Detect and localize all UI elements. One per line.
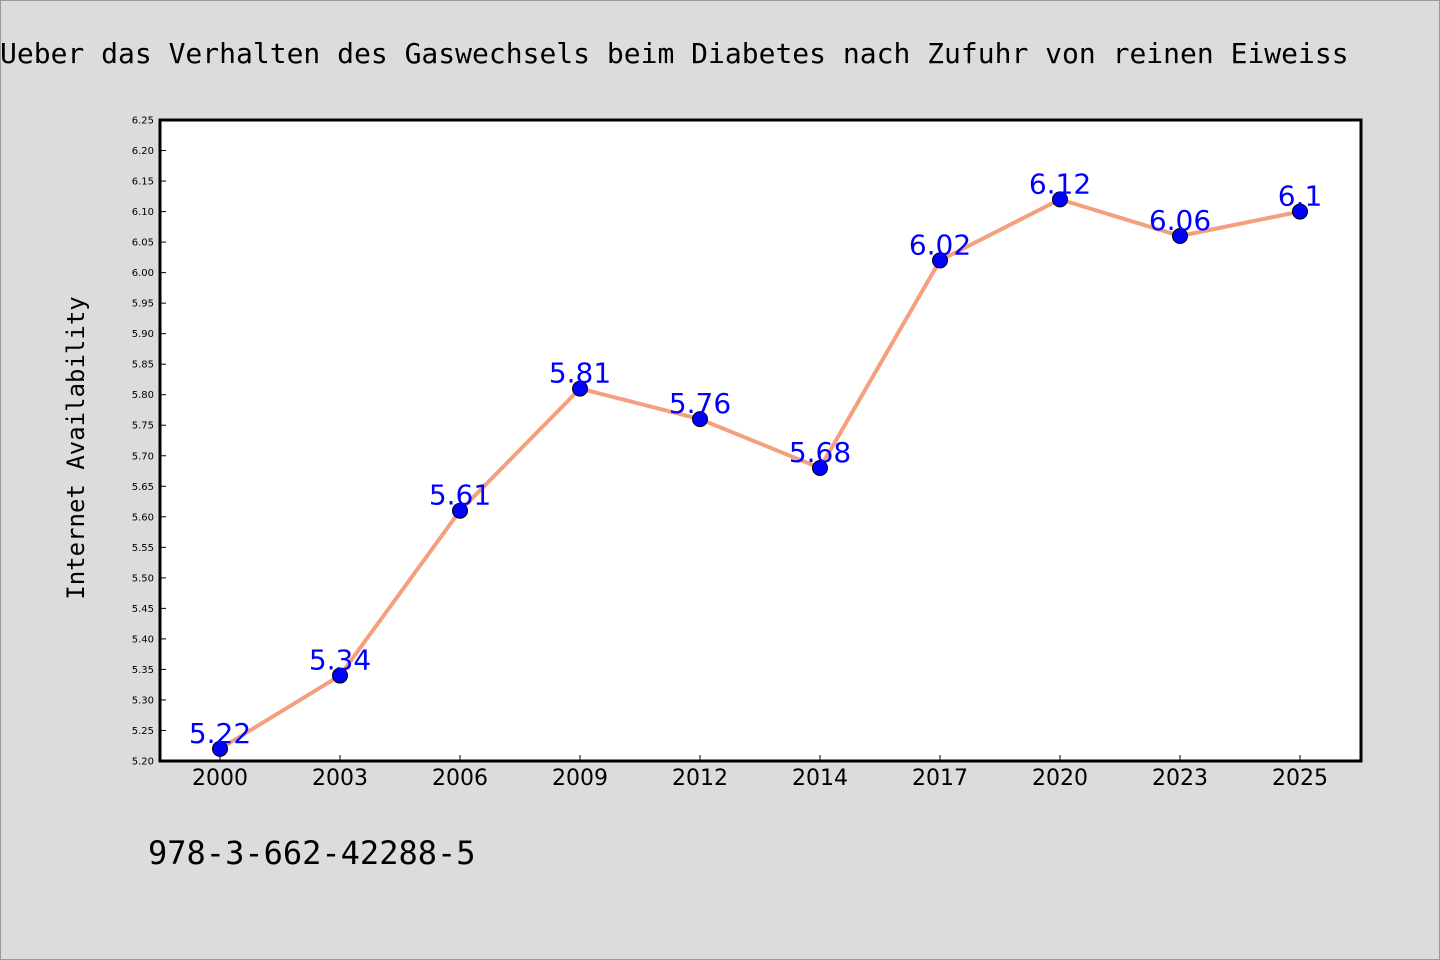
x-tick-label: 2009 — [552, 766, 608, 791]
data-label: 5.22 — [189, 717, 251, 750]
series — [212, 191, 1308, 757]
y-tick-label: 6.15 — [132, 177, 154, 188]
y-tick-label: 5.30 — [132, 695, 154, 706]
x-tick-label: 2006 — [432, 766, 488, 791]
y-tick-label: 5.40 — [132, 634, 154, 645]
chart-title: Ueber das Verhalten des Gaswechsels beim… — [0, 37, 1349, 70]
y-tick-label: 5.45 — [132, 604, 154, 615]
y-tick-label: 6.20 — [132, 146, 154, 157]
y-tick-label: 5.20 — [132, 757, 154, 768]
y-tick-label: 5.65 — [132, 482, 154, 493]
y-tick-label: 5.75 — [132, 421, 154, 432]
y-tick-label: 6.05 — [132, 238, 154, 249]
data-labels: 5.22 5.34 5.61 5.81 5.76 5.68 6.02 6.12 6.06 6.1 — [189, 167, 1322, 749]
data-label: 5.61 — [429, 479, 491, 512]
x-tick-label: 2020 — [1032, 766, 1088, 791]
data-point — [212, 740, 228, 757]
data-label: 6.06 — [1149, 204, 1211, 237]
data-point — [1052, 191, 1068, 208]
y-tick-label: 6.25 — [132, 116, 154, 127]
x-tick-label: 2014 — [792, 766, 848, 791]
data-point — [332, 667, 348, 684]
data-label: 5.76 — [669, 387, 731, 420]
y-tick-label: 5.50 — [132, 573, 154, 584]
isbn-code: 978-3-662-42288-5 — [148, 834, 476, 872]
x-tick-label: 2000 — [192, 766, 248, 791]
data-label: 5.81 — [549, 357, 611, 390]
y-tick-label: 5.35 — [132, 665, 154, 676]
data-point — [1172, 227, 1188, 244]
y-tick-label: 5.90 — [132, 329, 154, 340]
x-tick-label: 2017 — [912, 766, 968, 791]
data-point — [692, 411, 708, 428]
data-point — [1292, 203, 1308, 220]
data-point — [452, 502, 468, 519]
series-line — [218, 197, 1301, 751]
data-point — [812, 459, 828, 476]
y-axis-label: Internet Availability — [62, 296, 90, 599]
x-tick-label: 2023 — [1152, 766, 1208, 791]
y-tick-label: 6.00 — [132, 268, 154, 279]
plot-area — [158, 118, 1363, 763]
x-tick-label: 2003 — [312, 766, 368, 791]
data-label: 5.68 — [789, 436, 851, 469]
data-label: 6.12 — [1029, 167, 1091, 200]
y-tick-label: 5.95 — [132, 299, 154, 310]
y-tick-label: 5.60 — [132, 512, 154, 523]
y-tick-label: 5.80 — [132, 390, 154, 401]
y-tick-label: 5.55 — [132, 543, 154, 554]
data-point — [932, 252, 948, 269]
x-tick-label: 2012 — [672, 766, 728, 791]
y-tick-label: 5.70 — [132, 451, 154, 462]
y-axis: 5.20 5.25 5.30 5.35 5.40 5.45 5.50 5.55 5.60 5.65… — [132, 116, 166, 768]
y-tick-label: 6.10 — [132, 207, 154, 218]
x-axis: 2000 2003 2006 2009 2012 2014 2017 2020 2023 2025 — [192, 755, 1328, 791]
y-tick-label: 5.85 — [132, 360, 154, 371]
x-tick-label: 2025 — [1272, 766, 1328, 791]
data-label: 5.34 — [309, 644, 371, 677]
data-label: 6.1 — [1278, 180, 1323, 213]
data-point — [572, 380, 588, 397]
y-tick-label: 5.25 — [132, 726, 154, 737]
data-label: 6.02 — [909, 228, 971, 261]
